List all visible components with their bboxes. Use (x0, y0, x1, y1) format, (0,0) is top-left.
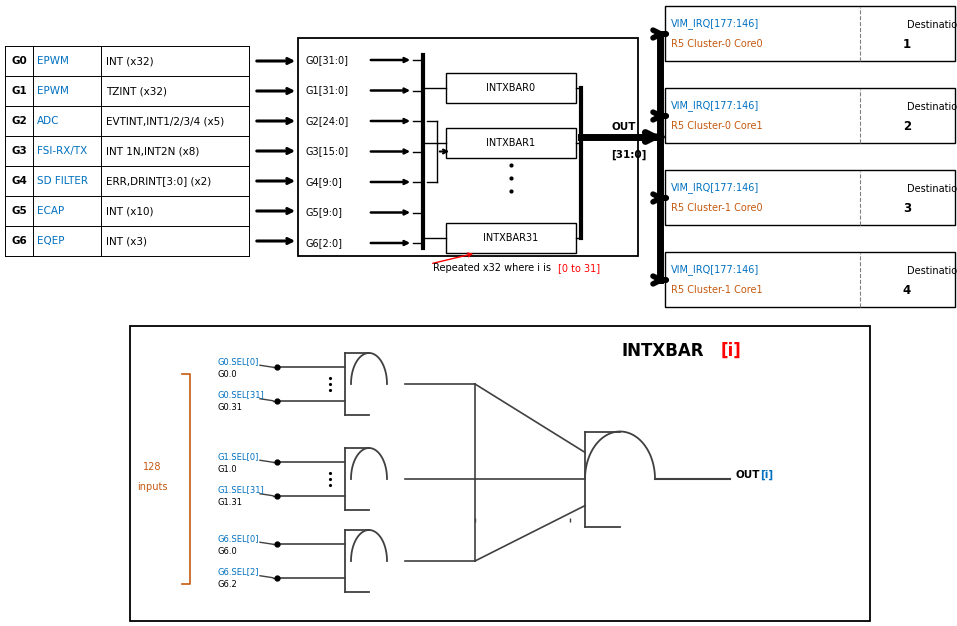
Text: G2[24:0]: G2[24:0] (306, 116, 349, 126)
Text: G0.SEL[0]: G0.SEL[0] (218, 357, 259, 366)
Text: 3: 3 (903, 202, 911, 215)
Text: INT (x3): INT (x3) (106, 236, 147, 246)
Text: G1.SEL[31]: G1.SEL[31] (218, 485, 265, 495)
Text: INT (x32): INT (x32) (106, 56, 154, 66)
Text: [31:0]: [31:0] (611, 150, 646, 160)
Text: G5[9:0]: G5[9:0] (306, 207, 343, 217)
Text: G6.SEL[0]: G6.SEL[0] (218, 534, 259, 543)
Text: inputs: inputs (137, 482, 167, 492)
Text: INTXBAR1: INTXBAR1 (486, 138, 536, 148)
Text: 1: 1 (903, 39, 911, 51)
Text: EQEP: EQEP (37, 236, 64, 246)
Text: G4[9:0]: G4[9:0] (306, 177, 343, 187)
Text: ADC: ADC (37, 116, 59, 126)
Text: G0: G0 (11, 56, 27, 66)
Text: EPWM: EPWM (37, 56, 69, 66)
Text: INTXBAR31: INTXBAR31 (483, 233, 539, 243)
Text: TZINT (x32): TZINT (x32) (106, 86, 167, 96)
Text: INTXBAR0: INTXBAR0 (486, 83, 536, 93)
Text: G6.2: G6.2 (218, 580, 237, 589)
Text: R5 Cluster-1 Core1: R5 Cluster-1 Core1 (671, 285, 763, 295)
Text: Destination: Destination (907, 20, 957, 30)
Text: G3[15:0]: G3[15:0] (306, 146, 349, 156)
Text: R5 Cluster-0 Core1: R5 Cluster-0 Core1 (671, 121, 763, 131)
Text: Destination: Destination (907, 266, 957, 276)
Bar (446, 223, 576, 253)
Bar (446, 73, 576, 103)
Text: EVTINT,INT1/2/3/4 (x5): EVTINT,INT1/2/3/4 (x5) (106, 116, 224, 126)
Text: G6[2:0]: G6[2:0] (306, 238, 343, 248)
Text: 128: 128 (143, 462, 161, 472)
Bar (298, 38, 638, 256)
Text: [0 to 31]: [0 to 31] (558, 263, 600, 273)
Text: VIM_IRQ[177:146]: VIM_IRQ[177:146] (671, 19, 759, 29)
Text: ECAP: ECAP (37, 206, 64, 216)
Text: [i]: [i] (721, 342, 741, 360)
Text: G4: G4 (11, 176, 27, 186)
Text: OUT: OUT (611, 122, 635, 132)
Text: G0.SEL[31]: G0.SEL[31] (218, 390, 265, 399)
Text: 2: 2 (903, 120, 911, 133)
Text: G1: G1 (11, 86, 27, 96)
Bar (665, 252, 955, 307)
Text: G1.0: G1.0 (218, 464, 237, 474)
Text: Destination: Destination (907, 184, 957, 194)
Text: ERR,DRINT[3:0] (x2): ERR,DRINT[3:0] (x2) (106, 176, 211, 186)
Text: VIM_IRQ[177:146]: VIM_IRQ[177:146] (671, 265, 759, 275)
Text: Repeated x32 where i is: Repeated x32 where i is (433, 263, 554, 273)
Bar (665, 170, 955, 225)
Text: G0.31: G0.31 (218, 403, 243, 413)
Text: G6.0: G6.0 (218, 546, 237, 556)
Text: FSI-RX/TX: FSI-RX/TX (37, 146, 87, 156)
Bar (130, 326, 870, 621)
Text: INT (x10): INT (x10) (106, 206, 153, 216)
Text: VIM_IRQ[177:146]: VIM_IRQ[177:146] (671, 183, 759, 193)
Text: SD FILTER: SD FILTER (37, 176, 88, 186)
Text: G3: G3 (11, 146, 27, 156)
Text: G0.0: G0.0 (218, 370, 237, 379)
Text: INT 1N,INT2N (x8): INT 1N,INT2N (x8) (106, 146, 199, 156)
Text: G5: G5 (11, 206, 27, 216)
Text: VIM_IRQ[177:146]: VIM_IRQ[177:146] (671, 101, 759, 111)
Text: G6.SEL[2]: G6.SEL[2] (218, 567, 259, 577)
Bar (665, 88, 955, 143)
Bar (665, 6, 955, 61)
Text: G0[31:0]: G0[31:0] (306, 55, 349, 65)
Text: EPWM: EPWM (37, 86, 69, 96)
Text: G1[31:0]: G1[31:0] (306, 86, 349, 96)
Text: 4: 4 (902, 284, 911, 297)
Text: R5 Cluster-1 Core0: R5 Cluster-1 Core0 (671, 203, 763, 213)
Text: [i]: [i] (760, 470, 773, 480)
Text: INTXBAR: INTXBAR (621, 342, 704, 360)
Text: G2: G2 (11, 116, 27, 126)
Text: R5 Cluster-0 Core0: R5 Cluster-0 Core0 (671, 39, 763, 49)
Bar (446, 128, 576, 158)
Text: G1.31: G1.31 (218, 498, 243, 507)
Text: G6: G6 (11, 236, 27, 246)
Text: Destination: Destination (907, 102, 957, 112)
Text: G1.SEL[0]: G1.SEL[0] (218, 452, 259, 461)
Text: OUT: OUT (735, 470, 760, 480)
